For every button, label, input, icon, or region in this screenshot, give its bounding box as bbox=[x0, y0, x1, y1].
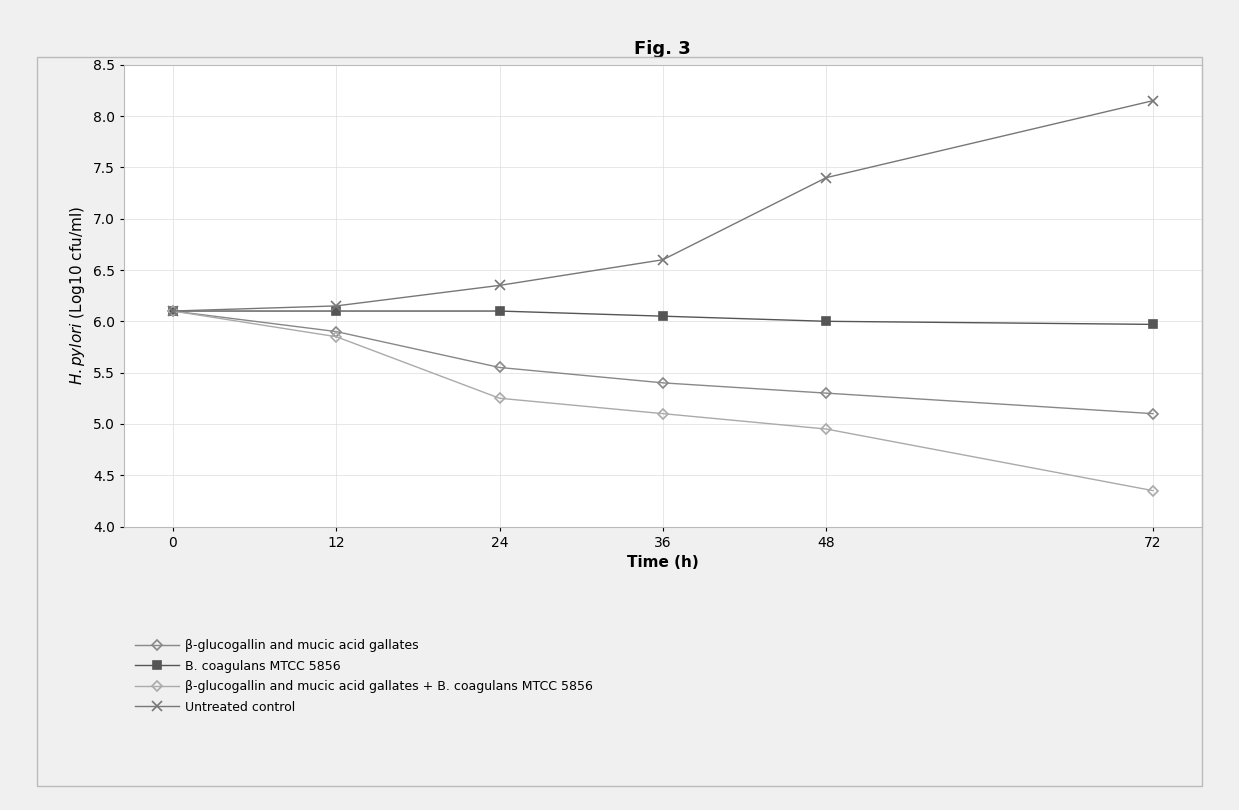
Untreated control bbox=[819, 173, 834, 182]
β-glucogallin and mucic acid gallates bbox=[819, 388, 834, 398]
β-glucogallin and mucic acid gallates bbox=[492, 363, 507, 373]
β-glucogallin and mucic acid gallates bbox=[328, 326, 343, 336]
Line: Untreated control: Untreated control bbox=[169, 96, 1157, 316]
β-glucogallin and mucic acid gallates + B. coagulans MTCC 5856 bbox=[166, 306, 181, 316]
B. coagulans MTCC 5856 bbox=[819, 317, 834, 326]
Title: Fig. 3: Fig. 3 bbox=[634, 40, 691, 58]
X-axis label: Time (h): Time (h) bbox=[627, 555, 699, 570]
Line: B. coagulans MTCC 5856: B. coagulans MTCC 5856 bbox=[169, 307, 1157, 329]
Y-axis label: $\it{H. pylori}$ (Log10 cfu/ml): $\it{H. pylori}$ (Log10 cfu/ml) bbox=[68, 207, 87, 385]
B. coagulans MTCC 5856 bbox=[655, 311, 670, 321]
Untreated control bbox=[492, 280, 507, 290]
B. coagulans MTCC 5856 bbox=[328, 306, 343, 316]
β-glucogallin and mucic acid gallates + B. coagulans MTCC 5856 bbox=[1145, 486, 1160, 496]
β-glucogallin and mucic acid gallates + B. coagulans MTCC 5856 bbox=[819, 424, 834, 434]
β-glucogallin and mucic acid gallates bbox=[655, 378, 670, 388]
Untreated control bbox=[328, 301, 343, 311]
β-glucogallin and mucic acid gallates bbox=[166, 306, 181, 316]
B. coagulans MTCC 5856 bbox=[1145, 319, 1160, 329]
Line: β-glucogallin and mucic acid gallates + B. coagulans MTCC 5856: β-glucogallin and mucic acid gallates + … bbox=[170, 308, 1156, 494]
β-glucogallin and mucic acid gallates + B. coagulans MTCC 5856 bbox=[492, 394, 507, 403]
β-glucogallin and mucic acid gallates + B. coagulans MTCC 5856 bbox=[655, 409, 670, 419]
β-glucogallin and mucic acid gallates + B. coagulans MTCC 5856 bbox=[328, 332, 343, 342]
Untreated control bbox=[1145, 96, 1160, 105]
Legend: β-glucogallin and mucic acid gallates, B. coagulans MTCC 5856, β-glucogallin and: β-glucogallin and mucic acid gallates, B… bbox=[130, 634, 598, 718]
B. coagulans MTCC 5856 bbox=[166, 306, 181, 316]
Line: β-glucogallin and mucic acid gallates: β-glucogallin and mucic acid gallates bbox=[170, 308, 1156, 417]
Untreated control bbox=[655, 255, 670, 265]
Untreated control bbox=[166, 306, 181, 316]
β-glucogallin and mucic acid gallates bbox=[1145, 409, 1160, 419]
B. coagulans MTCC 5856 bbox=[492, 306, 507, 316]
